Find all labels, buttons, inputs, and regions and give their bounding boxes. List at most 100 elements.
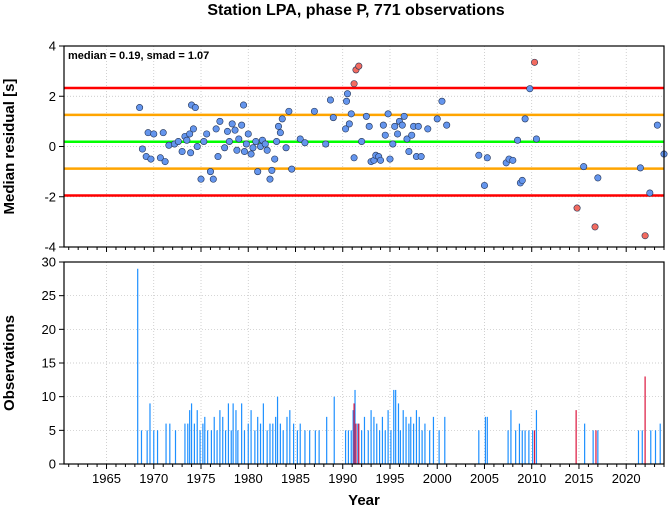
residual-point: [261, 140, 269, 148]
residual-point: [240, 148, 248, 156]
residual-point: [636, 164, 644, 172]
residual-point: [274, 122, 282, 130]
residual-point: [161, 158, 169, 166]
residual-point: [414, 122, 422, 130]
residual-point: [233, 146, 241, 154]
residual-point: [203, 130, 211, 138]
residual-point: [231, 126, 239, 134]
residual-point: [362, 112, 370, 120]
residual-point: [433, 115, 441, 123]
residual-point: [480, 181, 488, 189]
residual-point: [197, 175, 205, 183]
residual-point: [347, 110, 355, 118]
y-tick-label: 30: [42, 255, 56, 270]
residual-point: [136, 104, 144, 112]
residual-point: [355, 62, 363, 70]
residual-point: [147, 155, 155, 163]
residual-point: [326, 96, 334, 104]
y-tick-label: 4: [49, 39, 56, 54]
residual-point: [301, 139, 309, 147]
residual-point: [273, 137, 281, 145]
residual-point: [526, 85, 534, 93]
residual-point: [343, 90, 351, 98]
residual-point: [573, 204, 581, 212]
residual-point: [641, 232, 649, 240]
residual-point: [223, 127, 231, 135]
x-tick-label: 1995: [376, 471, 405, 486]
residual-point: [200, 137, 208, 145]
residual-point: [296, 135, 304, 143]
stats-annotation: median = 0.19, smad = 1.07: [68, 50, 209, 62]
y-tick-label: 10: [42, 389, 56, 404]
residual-panel: -4 -2 0 2 4 Median residual [s] median = 0.19,…: [1, 39, 668, 255]
residual-point: [358, 137, 366, 145]
residual-point: [381, 131, 389, 139]
residual-point: [521, 115, 529, 123]
y-tick-label: 0: [49, 139, 56, 154]
residual-point: [138, 145, 146, 153]
y-axis-label: Observations: [1, 315, 18, 411]
residual-point: [238, 121, 246, 129]
residual-point: [150, 130, 158, 138]
residual-point: [178, 148, 186, 156]
residual-point: [384, 110, 392, 118]
residual-point: [276, 129, 284, 137]
residual-point: [342, 125, 350, 133]
residual-point: [424, 125, 432, 133]
x-tick-label: 1965: [92, 471, 121, 486]
residual-point: [531, 58, 539, 66]
residual-point: [514, 136, 522, 144]
y-tick-label: 25: [42, 288, 56, 303]
residual-point: [212, 125, 220, 133]
residual-point: [244, 130, 252, 138]
residual-point: [403, 135, 411, 143]
residual-point: [398, 121, 406, 129]
residual-point: [249, 144, 257, 152]
residual-point: [483, 154, 491, 162]
residual-point: [228, 120, 236, 128]
residual-point: [509, 156, 517, 164]
residual-point: [266, 175, 274, 183]
residual-point: [350, 154, 358, 162]
residual-point: [263, 146, 271, 154]
residual-point: [254, 168, 262, 176]
residual-point: [653, 121, 661, 129]
x-tick-label: 2015: [564, 471, 593, 486]
residual-point: [189, 125, 197, 133]
residual-point: [193, 143, 201, 151]
residual-point: [252, 137, 260, 145]
x-tick-label: 2020: [612, 471, 641, 486]
y-tick-label: 20: [42, 322, 56, 337]
y-tick-label: 0: [49, 457, 56, 472]
observations-panel: 1965 1970 1975 1980 1985 1990 1995 2000 2005 2010…: [1, 255, 665, 509]
y-axis-label: Median residual [s]: [1, 79, 18, 215]
residual-point: [386, 155, 394, 163]
y-tick-label: 15: [42, 356, 56, 371]
residual-point: [391, 122, 399, 130]
residual-point: [365, 122, 373, 130]
residual-point: [191, 104, 199, 112]
y-tick-label: 2: [49, 89, 56, 104]
y-tick-label: -4: [44, 240, 56, 255]
x-tick-label: 1985: [281, 471, 310, 486]
x-tick-label: 2000: [423, 471, 452, 486]
residual-point: [221, 144, 229, 152]
residual-point: [322, 140, 330, 148]
residual-point: [580, 163, 588, 171]
residual-point: [156, 154, 164, 162]
residual-point: [214, 153, 222, 161]
x-tick-label: 1970: [139, 471, 168, 486]
x-tick-label: 1975: [187, 471, 216, 486]
residual-point: [247, 150, 255, 158]
residual-point: [379, 121, 387, 129]
y-tick-label: -2: [44, 189, 56, 204]
x-axis-label: Year: [348, 492, 380, 509]
residual-point: [350, 80, 358, 88]
residual-point: [417, 153, 425, 161]
residual-point: [216, 117, 224, 125]
residual-point: [443, 121, 451, 129]
residual-point: [144, 129, 152, 137]
residual-point: [206, 168, 214, 176]
residual-point: [268, 166, 276, 174]
residual-point: [438, 97, 446, 105]
